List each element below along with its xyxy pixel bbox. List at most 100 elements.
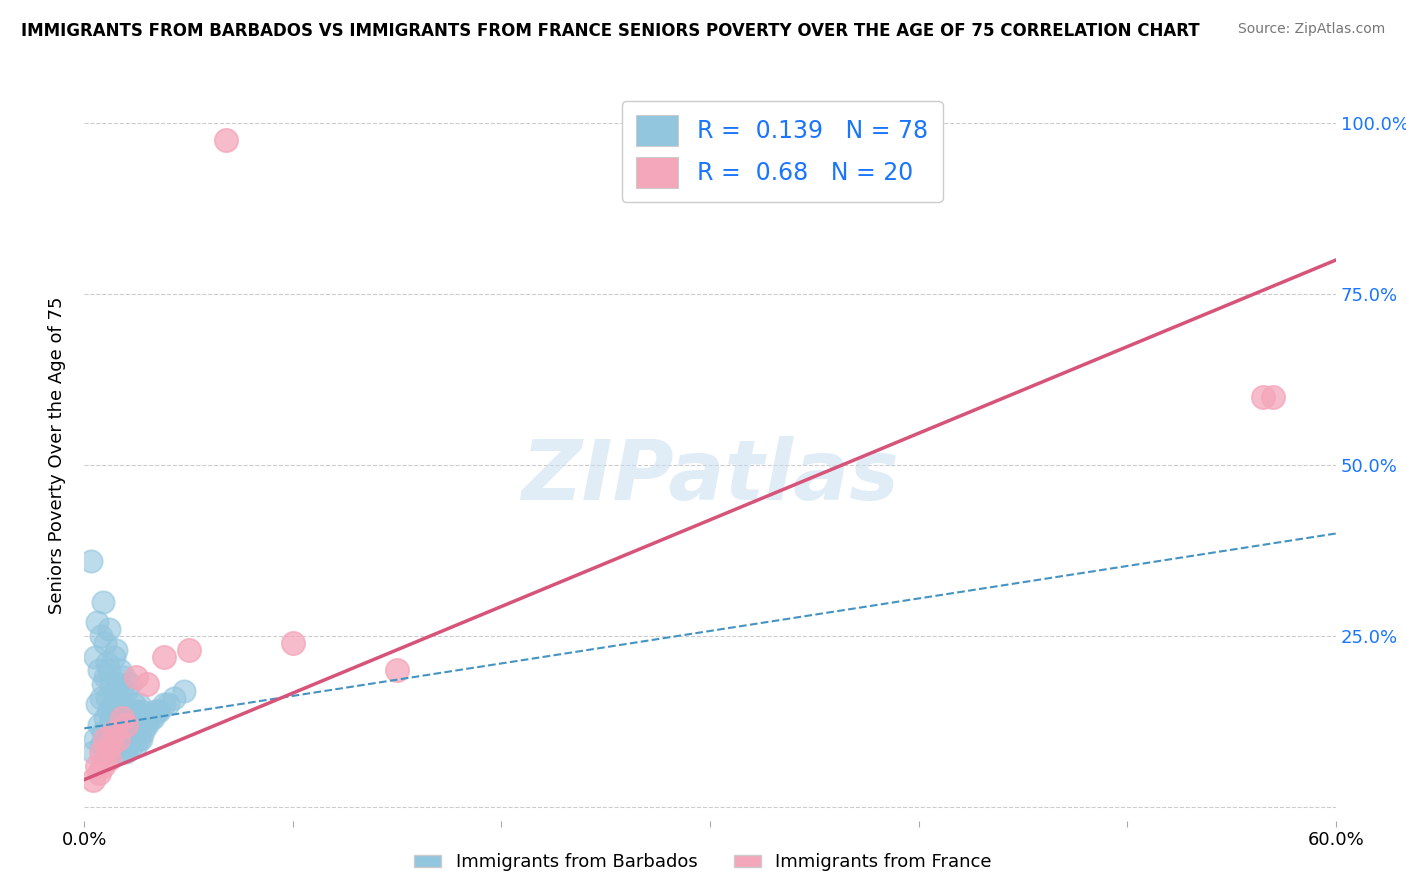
Point xyxy=(90,690,112,705)
Point xyxy=(96,731,118,746)
Point xyxy=(87,765,110,780)
Point xyxy=(163,690,186,705)
Point xyxy=(108,731,131,746)
Point xyxy=(112,739,135,753)
Point xyxy=(100,711,122,725)
Point xyxy=(143,704,166,718)
Point xyxy=(108,698,131,712)
Point xyxy=(98,704,121,718)
Point xyxy=(104,711,127,725)
Point xyxy=(134,718,156,732)
Point xyxy=(124,731,146,746)
Point xyxy=(138,711,160,725)
Point xyxy=(128,698,150,712)
Point xyxy=(124,698,146,712)
Point xyxy=(1263,390,1285,404)
Point xyxy=(96,745,118,759)
Point xyxy=(87,663,110,677)
Point xyxy=(98,739,121,753)
Point xyxy=(91,677,114,691)
Point xyxy=(125,704,148,718)
Point xyxy=(91,759,114,773)
Point xyxy=(98,752,121,766)
Point xyxy=(86,698,108,712)
Point xyxy=(100,739,122,753)
Point xyxy=(98,663,121,677)
Point xyxy=(115,718,138,732)
Point xyxy=(94,670,117,684)
Point xyxy=(215,133,238,147)
Point xyxy=(121,739,143,753)
Point xyxy=(96,657,118,671)
Point xyxy=(108,663,131,677)
Point xyxy=(115,745,138,759)
Point xyxy=(82,745,104,759)
Point xyxy=(152,649,174,664)
Legend: R =  0.139   N = 78, R =  0.68   N = 20: R = 0.139 N = 78, R = 0.68 N = 20 xyxy=(621,101,942,202)
Point xyxy=(103,731,125,746)
Point xyxy=(107,677,129,691)
Point xyxy=(87,718,110,732)
Point xyxy=(120,731,142,746)
Point xyxy=(79,554,101,568)
Point xyxy=(115,683,138,698)
Point xyxy=(94,636,117,650)
Point xyxy=(111,711,134,725)
Point xyxy=(136,718,159,732)
Point xyxy=(98,622,121,636)
Point xyxy=(128,731,150,746)
Point xyxy=(146,704,169,718)
Point xyxy=(112,704,135,718)
Point xyxy=(100,745,122,759)
Point xyxy=(385,663,409,677)
Point xyxy=(86,759,108,773)
Point xyxy=(83,731,105,746)
Point xyxy=(103,724,125,739)
Legend: Immigrants from Barbados, Immigrants from France: Immigrants from Barbados, Immigrants fro… xyxy=(408,847,998,879)
Point xyxy=(107,731,129,746)
Text: ZIPatlas: ZIPatlas xyxy=(522,436,898,517)
Point xyxy=(94,745,117,759)
Point xyxy=(129,704,152,718)
Point xyxy=(117,704,139,718)
Point xyxy=(107,745,129,759)
Point xyxy=(152,698,174,712)
Y-axis label: Seniors Poverty Over the Age of 75: Seniors Poverty Over the Age of 75 xyxy=(48,296,66,614)
Point xyxy=(111,745,134,759)
Point xyxy=(173,683,195,698)
Point xyxy=(148,704,170,718)
Point xyxy=(120,704,142,718)
Point xyxy=(125,739,148,753)
Text: Source: ZipAtlas.com: Source: ZipAtlas.com xyxy=(1237,22,1385,37)
Point xyxy=(91,724,114,739)
Point xyxy=(90,745,112,759)
Point xyxy=(100,677,122,691)
Point xyxy=(111,683,134,698)
Point xyxy=(90,629,112,643)
Point xyxy=(103,698,125,712)
Point xyxy=(115,718,138,732)
Point xyxy=(142,711,165,725)
Point xyxy=(121,711,143,725)
Point xyxy=(90,739,112,753)
Point xyxy=(104,739,127,753)
Point xyxy=(281,636,304,650)
Point xyxy=(111,711,134,725)
Point xyxy=(1251,390,1274,404)
Point xyxy=(94,731,117,746)
Point xyxy=(94,711,117,725)
Point xyxy=(177,642,200,657)
Point xyxy=(91,595,114,609)
Point xyxy=(86,615,108,630)
Point xyxy=(139,711,162,725)
Point xyxy=(136,677,159,691)
Point xyxy=(104,642,127,657)
Point xyxy=(129,731,152,746)
Point xyxy=(132,724,155,739)
Point xyxy=(83,649,105,664)
Point xyxy=(82,772,104,787)
Point xyxy=(103,649,125,664)
Point xyxy=(117,739,139,753)
Point xyxy=(104,683,127,698)
Point xyxy=(96,690,118,705)
